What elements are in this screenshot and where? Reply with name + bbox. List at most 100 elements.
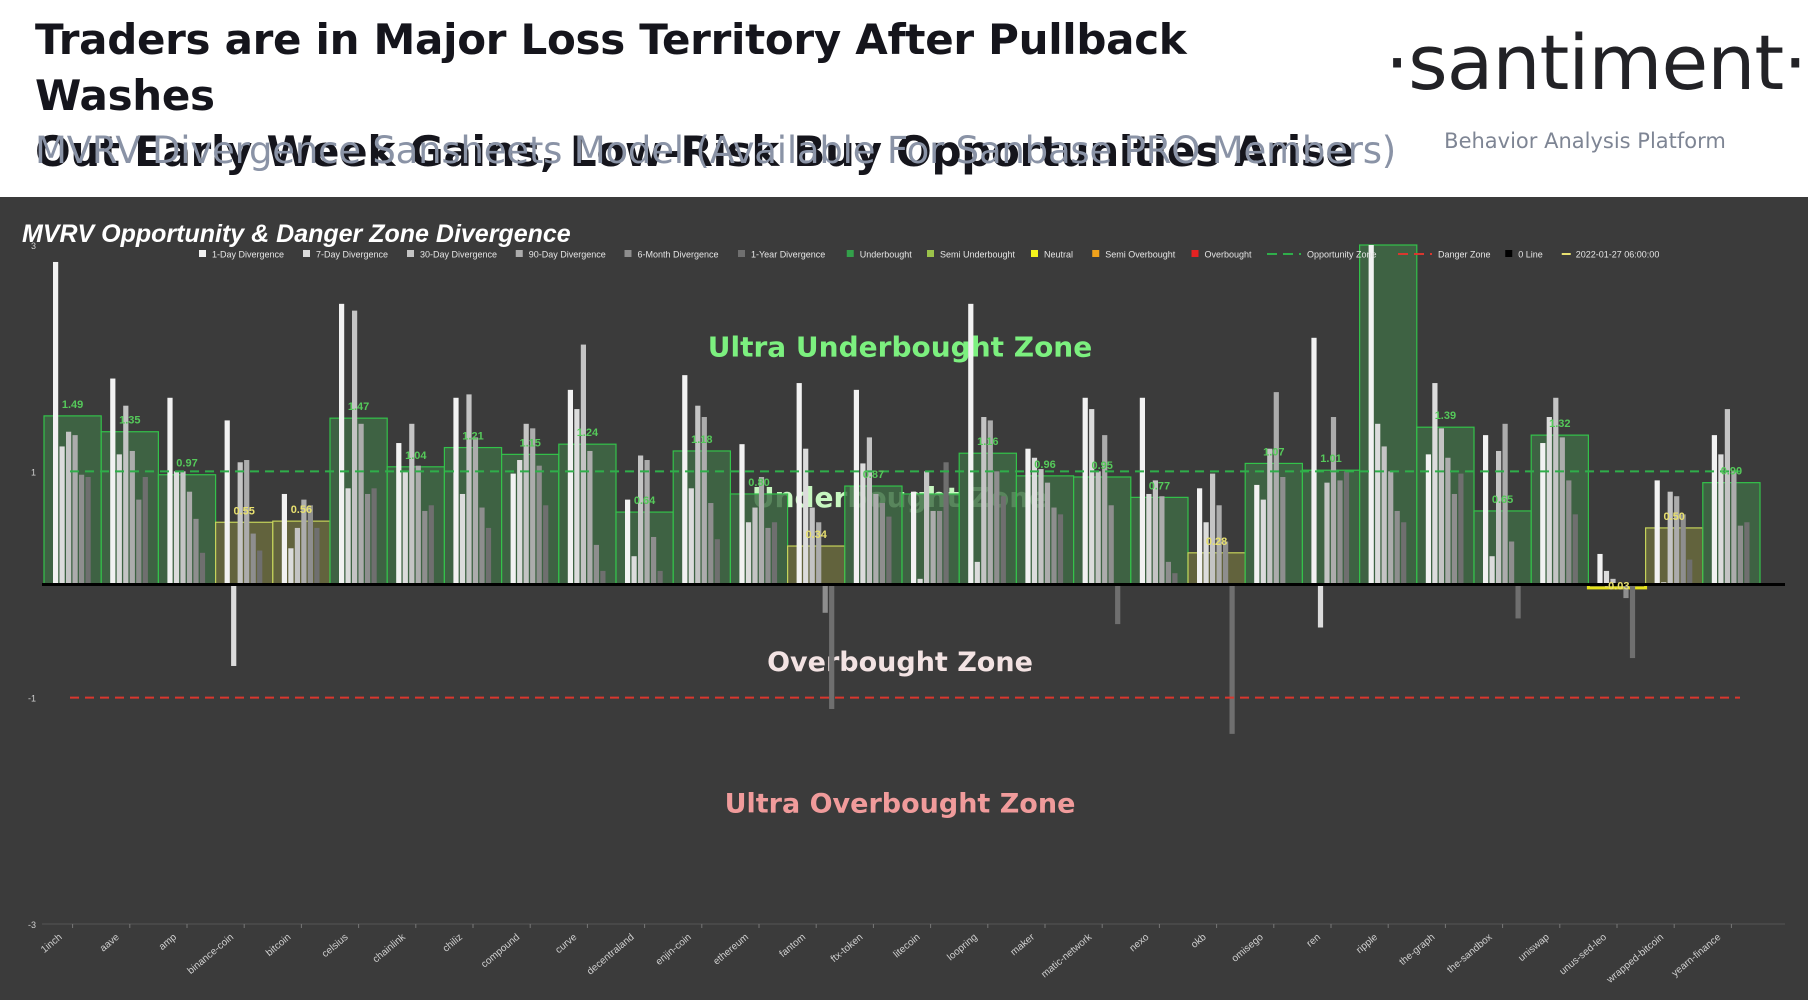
bar-amp-1: [167, 397, 173, 585]
bar-binance-coin-4: [244, 460, 250, 585]
bar-ftx-token-5: [879, 503, 885, 585]
legend-label-9: Semi Overbought: [1105, 250, 1176, 260]
bar-enjin-coin-6: [714, 539, 720, 585]
legend-label-10: Overbought: [1205, 250, 1253, 260]
bar-litecoin-1: [911, 491, 917, 585]
legend-label-14: 2022-01-27 06:00:00: [1576, 250, 1660, 260]
bar-compound-2: [517, 460, 523, 585]
bar-uniswap-3: [1553, 397, 1559, 585]
bar-unus-sed-leo-5: [1623, 584, 1629, 599]
bar-litecoin-2: [917, 578, 923, 585]
bar-wrapped-bitcoin-5: [1680, 514, 1686, 585]
avg-label-ethereum: 0.80: [748, 477, 769, 489]
bar-ripple-4: [1388, 471, 1394, 585]
bar-compound-1: [510, 473, 516, 585]
x-tick-wrapped-bitcoin: wrapped-bitcoin: [1604, 932, 1666, 986]
x-tick-yearn-finance: yearn-finance: [1670, 932, 1724, 980]
bar-bitcoin-6: [314, 527, 320, 585]
bar-chainlink-6: [428, 505, 434, 585]
bar-nexo-4: [1159, 496, 1165, 585]
x-tick-ren: ren: [1305, 932, 1323, 950]
bar-fantom-1: [796, 383, 802, 585]
bar-binance-coin-6: [257, 550, 263, 585]
bar-curve-2: [574, 409, 580, 585]
bar-maker-1: [1025, 448, 1031, 585]
avg-label-compound: 1.15: [519, 437, 540, 449]
bar-enjin-coin-2: [688, 488, 694, 585]
x-tick-bitcoin: bitcoin: [264, 932, 293, 959]
bar-binance-coin-1: [224, 420, 230, 585]
bar-chiliz-6: [485, 527, 492, 585]
bar-loopring-1: [968, 303, 974, 585]
bar-maker-2: [1031, 457, 1038, 585]
bar-omisego-3: [1267, 448, 1273, 585]
bar-litecoin-4: [930, 510, 936, 585]
bar-matic-network-3: [1095, 471, 1101, 585]
bar-okb-3: [1210, 473, 1216, 585]
bar-nexo-1: [1139, 397, 1145, 585]
bar-1inch-6: [85, 476, 91, 585]
avg-label-yearn-finance: 0.90: [1721, 466, 1742, 478]
bar-ethereum-4: [758, 476, 765, 585]
bar-omisego-2: [1260, 499, 1266, 585]
bar-maker-5: [1051, 507, 1057, 585]
avg-label-decentraland: 0.64: [634, 495, 656, 507]
avg-label-omisego: 1.07: [1263, 446, 1284, 458]
bar-matic-network-6: [1115, 584, 1121, 625]
bar-ren-6: [1343, 471, 1350, 585]
bar-nexo-6: [1172, 573, 1178, 585]
bar-the-graph-6: [1458, 473, 1464, 585]
bar-decentraland-5: [651, 536, 657, 585]
bar-yearn-finance-1: [1711, 435, 1717, 585]
bar-bitcoin-4: [301, 499, 307, 585]
bar-compound-6: [543, 505, 549, 585]
bar-loopring-3: [981, 417, 987, 585]
subheadline: MVRV Divergence Sansheets Model (Availab…: [35, 129, 1397, 172]
bar-chiliz-1: [453, 397, 459, 585]
bar-nexo-2: [1146, 493, 1152, 585]
bar-litecoin-6: [943, 462, 949, 585]
x-tick-uniswap: uniswap: [1517, 932, 1553, 964]
bar-fantom-5: [822, 584, 828, 613]
avg-label-enjin-coin: 1.18: [691, 434, 712, 446]
bar-chainlink-1: [396, 443, 402, 585]
bar-1inch-1: [53, 261, 59, 585]
y-tick-label: 3: [31, 241, 36, 251]
tagline: Behavior Analysis Platform: [1444, 129, 1726, 153]
bar-yearn-finance-5: [1737, 525, 1743, 585]
logo-dot-left: ·: [1385, 18, 1409, 107]
x-tick-maker: maker: [1009, 931, 1038, 958]
avg-label-amp: 0.97: [176, 458, 197, 470]
bar-binance-coin-2: [231, 584, 237, 666]
avg-label-loopring: 1.16: [977, 436, 998, 448]
bar-curve-3: [580, 344, 586, 585]
x-tick-ftx-token: ftx-token: [829, 932, 865, 965]
headline-line-1: Traders are in Major Loss Territory Afte…: [35, 15, 1187, 120]
bar-ripple-6: [1401, 522, 1407, 585]
bar-ripple-3: [1381, 446, 1387, 585]
legend-label-11: Opportunity Zone: [1307, 250, 1377, 260]
bar-the-graph-2: [1432, 383, 1438, 585]
reference-lines: [42, 470, 1785, 699]
bar-uniswap-6: [1572, 514, 1578, 585]
x-tick-enjin-coin: enjin-coin: [654, 932, 694, 968]
bar-okb-4: [1216, 505, 1222, 585]
header: Traders are in Major Loss Territory Afte…: [0, 0, 1808, 197]
bar-ftx-token-2: [860, 463, 866, 585]
bar-ren-5: [1337, 480, 1343, 585]
avg-label-chainlink: 1.04: [405, 450, 427, 462]
bar-enjin-coin-4: [701, 417, 707, 585]
avg-label-chiliz: 1.21: [462, 431, 483, 443]
bar-maker-6: [1057, 514, 1064, 585]
avg-label-ren: 1.01: [1320, 453, 1341, 465]
bar-the-sandbox-5: [1509, 541, 1515, 585]
x-tick-the-graph: the-graph: [1397, 932, 1437, 968]
bar-decentraland-4: [644, 460, 650, 585]
bar-binance-coin-3: [237, 462, 243, 585]
bar-yearn-finance-2: [1718, 454, 1724, 585]
bar-ripple-1: [1368, 245, 1374, 585]
bar-celsius-1: [339, 303, 345, 585]
bar-aave-2: [116, 454, 122, 585]
avg-label-wrapped-bitcoin: 0.50: [1663, 511, 1684, 523]
avg-label-fantom: 0.34: [805, 529, 827, 541]
